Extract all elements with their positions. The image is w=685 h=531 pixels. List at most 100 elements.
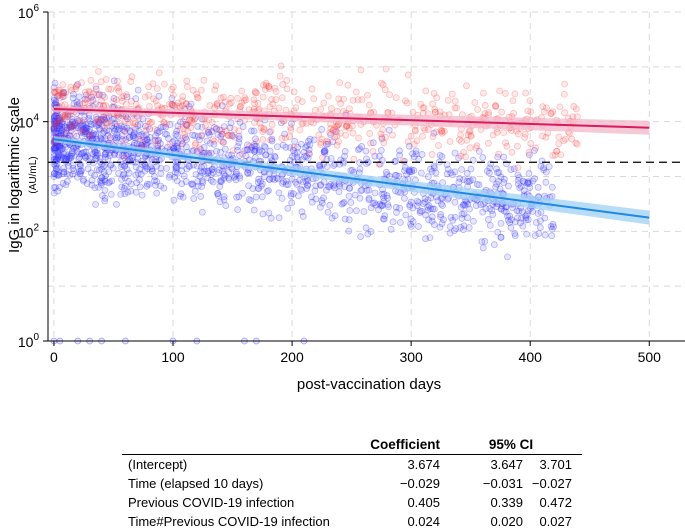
data-point	[105, 179, 112, 187]
data-point	[55, 120, 63, 128]
data-point	[182, 121, 190, 128]
data-point	[52, 129, 60, 137]
data-point	[90, 130, 98, 138]
data-point	[549, 108, 557, 116]
data-point	[117, 122, 125, 130]
data-point	[261, 85, 269, 93]
data-point	[134, 169, 142, 177]
data-point	[236, 152, 244, 159]
data-point	[460, 148, 468, 156]
data-point	[63, 127, 71, 135]
data-point	[122, 117, 130, 124]
data-point	[108, 177, 116, 185]
data-point	[380, 190, 388, 198]
data-point	[256, 146, 263, 154]
data-point	[378, 201, 386, 209]
data-point	[50, 145, 58, 153]
data-point	[182, 134, 189, 141]
data-point	[496, 185, 504, 193]
data-point	[61, 123, 69, 131]
data-point	[88, 93, 95, 101]
data-point	[424, 203, 432, 211]
data-point	[211, 86, 219, 94]
data-point	[129, 132, 137, 139]
data-point	[525, 151, 533, 159]
data-point	[179, 140, 186, 148]
data-point	[72, 83, 80, 91]
data-point	[173, 131, 181, 139]
data-point	[328, 105, 335, 112]
row-ci-low: 3.647	[440, 454, 523, 474]
data-point	[53, 171, 61, 179]
data-point	[105, 85, 113, 93]
data-point	[321, 147, 329, 154]
data-point	[467, 132, 475, 140]
data-point	[220, 174, 228, 182]
data-point	[220, 171, 228, 178]
data-point	[371, 189, 379, 197]
data-point	[378, 133, 386, 141]
data-point	[463, 169, 471, 177]
data-point	[342, 122, 350, 130]
data-point	[81, 95, 89, 103]
data-point	[471, 99, 479, 106]
data-point	[166, 121, 174, 129]
table-row: Previous COVID-19 infection 0.405 0.339 …	[122, 493, 582, 512]
data-point	[537, 217, 544, 225]
data-point	[382, 168, 390, 176]
data-point	[189, 131, 197, 139]
data-point	[333, 132, 341, 140]
data-point	[467, 131, 475, 139]
data-point	[541, 214, 549, 222]
data-point	[241, 147, 249, 154]
data-point	[338, 200, 346, 208]
data-point	[386, 91, 393, 99]
data-point	[178, 137, 185, 145]
data-point	[561, 109, 568, 117]
data-point	[97, 116, 105, 123]
data-point	[121, 162, 129, 170]
data-point	[517, 219, 524, 227]
data-point	[254, 184, 262, 192]
data-point	[296, 126, 304, 134]
data-point	[379, 215, 387, 223]
data-point	[55, 172, 62, 179]
data-point	[136, 165, 144, 173]
data-point	[59, 170, 67, 178]
data-point	[498, 108, 506, 116]
data-point	[385, 126, 393, 134]
data-point	[131, 134, 139, 142]
data-point	[439, 202, 446, 209]
data-point	[160, 119, 168, 126]
data-point	[345, 216, 353, 224]
data-point	[213, 125, 221, 132]
data-point	[226, 100, 233, 108]
data-point	[297, 185, 305, 193]
data-point	[76, 127, 84, 135]
data-point	[74, 148, 81, 155]
data-point	[61, 130, 68, 138]
data-point	[214, 192, 222, 199]
data-point	[409, 150, 416, 158]
data-point	[410, 153, 418, 161]
data-point	[86, 117, 94, 125]
data-point	[151, 173, 158, 180]
data-point	[410, 167, 418, 174]
data-point	[197, 167, 205, 175]
data-point	[479, 208, 487, 216]
data-point	[136, 121, 144, 128]
data-point	[144, 117, 152, 125]
data-point	[271, 84, 279, 92]
data-point	[428, 151, 436, 158]
data-point	[219, 167, 226, 175]
data-point	[271, 153, 279, 161]
data-point	[514, 171, 522, 179]
data-point	[69, 94, 77, 102]
data-point	[279, 179, 286, 187]
data-point	[146, 163, 154, 171]
data-point	[182, 100, 190, 107]
data-point	[265, 187, 272, 195]
data-point	[74, 116, 81, 123]
data-point	[120, 152, 128, 160]
data-point	[120, 92, 128, 100]
